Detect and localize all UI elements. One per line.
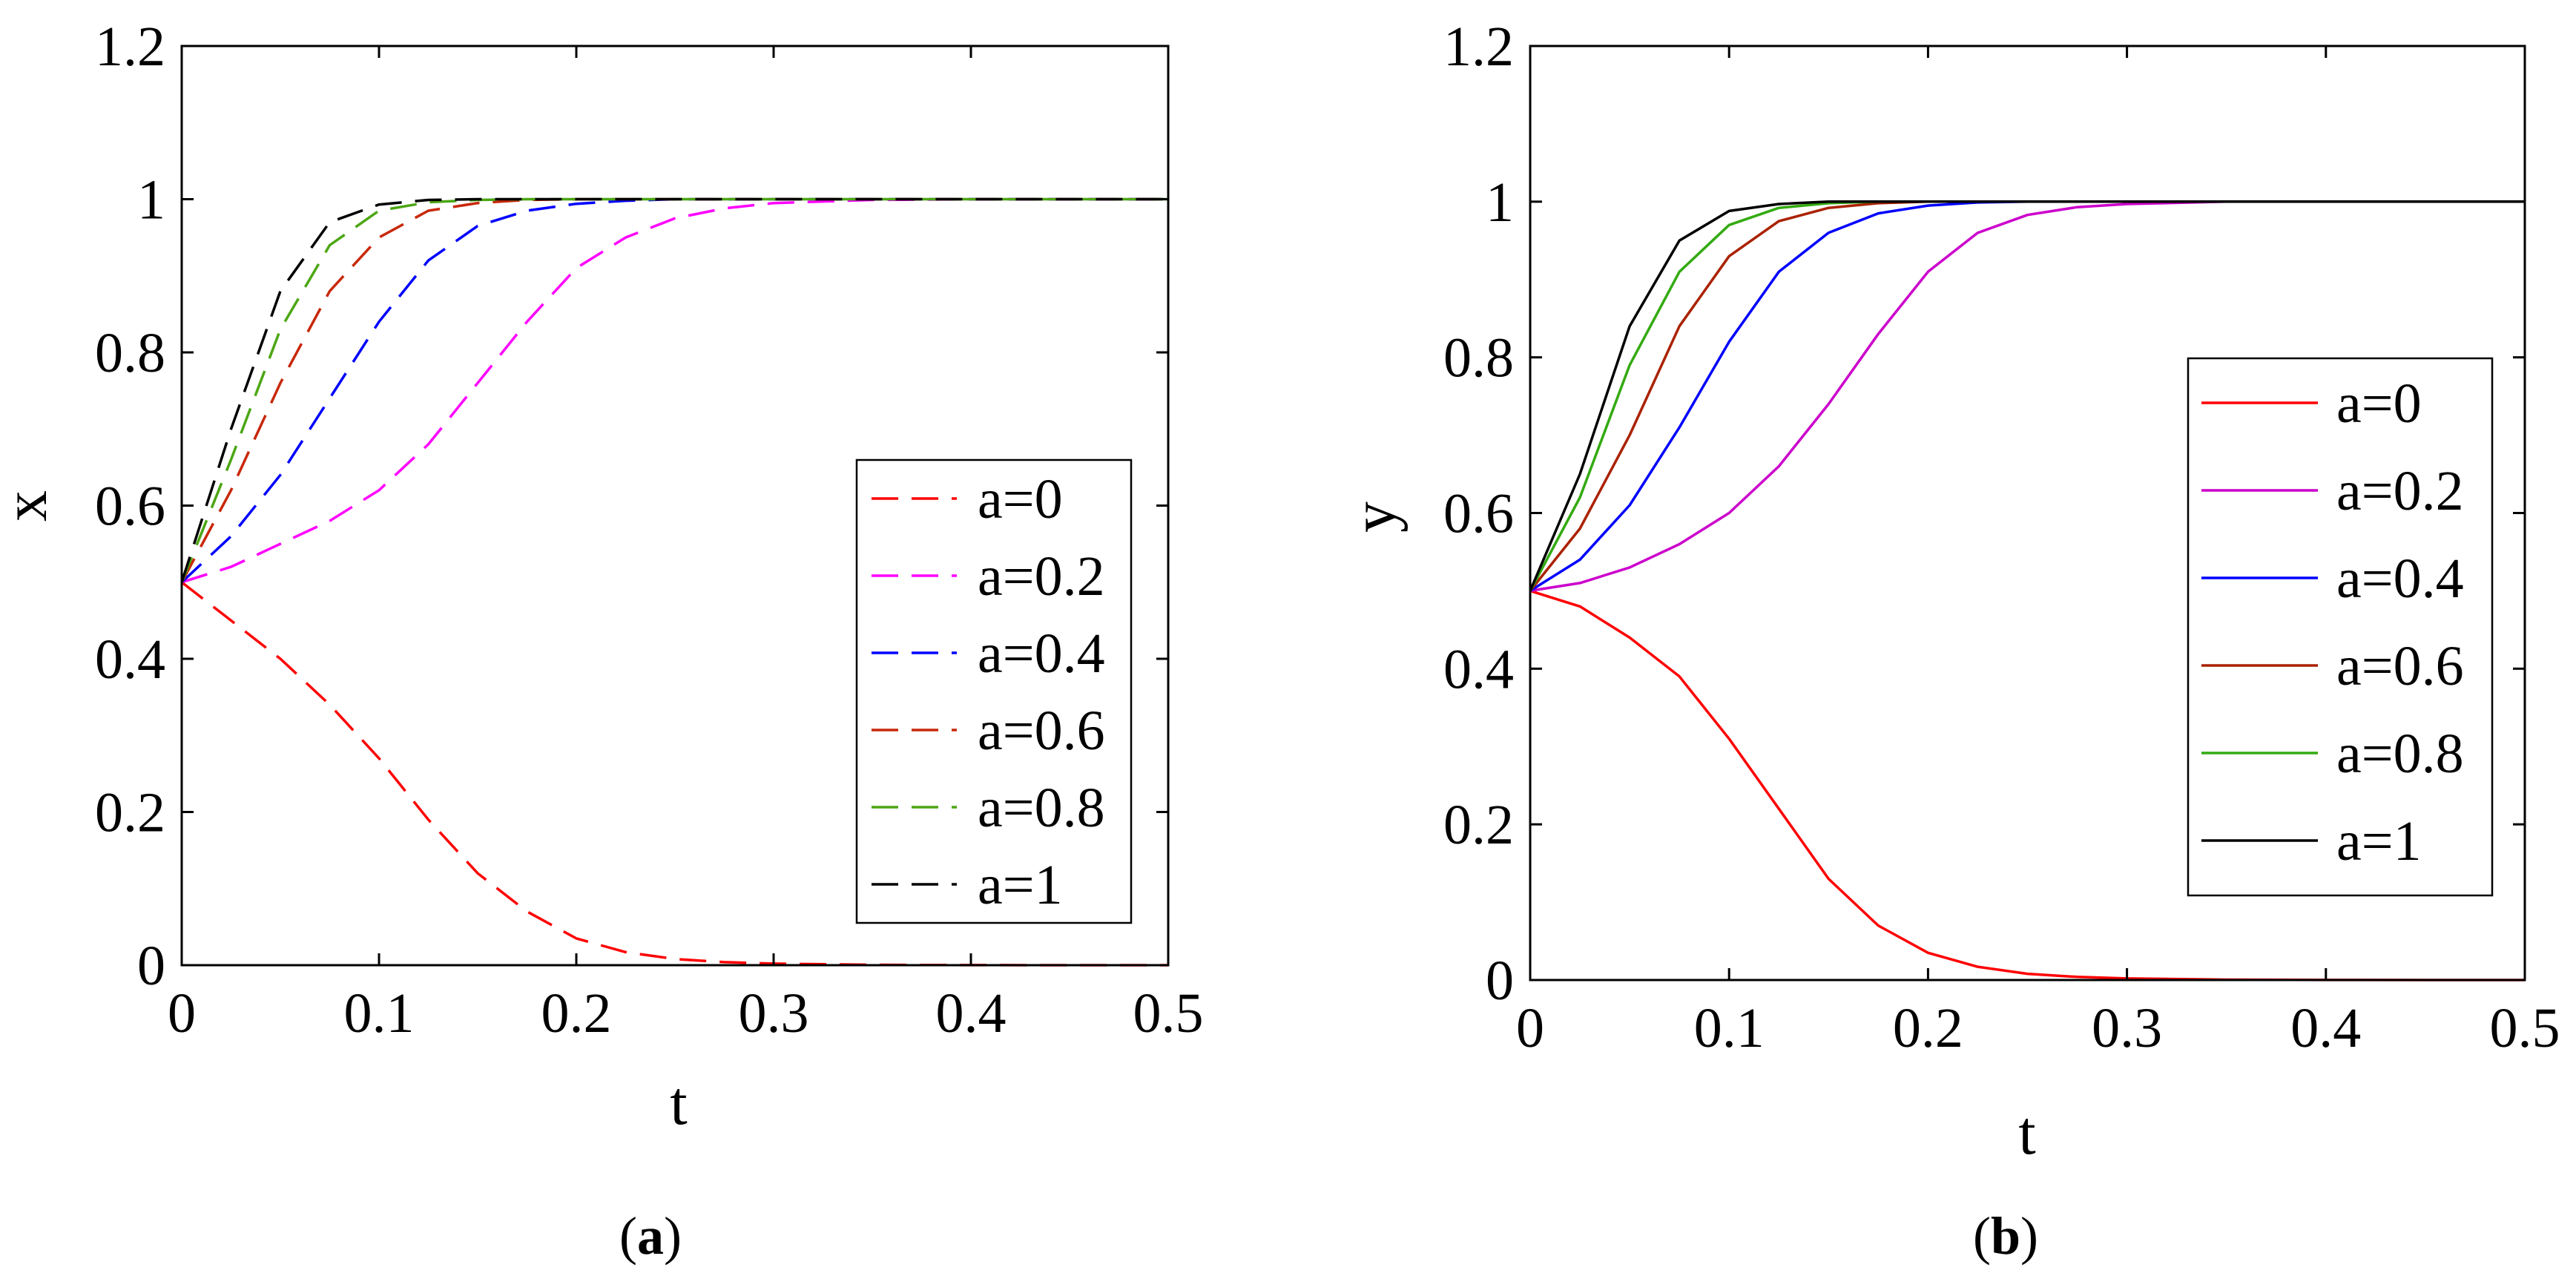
panel-a-caption-letter: a (637, 1206, 664, 1266)
panel-a-legend-label-5: a=1 (978, 854, 1063, 916)
panel-a-y-tick-label: 0.4 (95, 628, 165, 691)
panel-a-legend-label-2: a=0.4 (978, 622, 1105, 685)
panel-a-y-tick-label: 0.2 (95, 782, 165, 844)
panel-b-y-tick-label: 1.2 (1443, 16, 1514, 78)
panel-a-y-tick-label: 1 (137, 169, 165, 231)
panel-b-legend-box (2187, 357, 2494, 897)
panel-b-ticks: 0 0.1 0.2 0.3 0.4 0.5 0 0.2 0.4 0.6 0.8 1 1.2 (1443, 16, 2560, 1059)
panel-b-y-tick-label: 0.4 (1443, 638, 1514, 700)
panel-b: 0 0.1 0.2 0.3 0.4 0.5 0 0.2 0.4 0.6 0.8 1 1.2 t y a=… (1340, 16, 2560, 1266)
panel-a-x-tick-label: 0.2 (541, 982, 612, 1045)
panel-a-x-tick-label: 0.4 (936, 982, 1007, 1045)
panel-b-series-line-5 (1529, 200, 2525, 592)
panel-b-legend-label-2: a=0.4 (2336, 548, 2464, 610)
panel-b-y-tick-label: 1 (1486, 171, 1514, 234)
panel-b-series-group (1529, 200, 2525, 982)
panel-a-y-tick-label: 1.2 (95, 16, 165, 78)
panel-a-y-tick-label: 0.8 (95, 322, 165, 384)
panel-b-y-tick-label: 0.8 (1443, 327, 1514, 389)
panel-a-legend-label-1: a=0.2 (978, 545, 1105, 608)
panel-a-y-axis-label: x (0, 490, 60, 522)
panel-b-y-tick-label: 0.2 (1443, 794, 1514, 856)
panel-a-caption: (a) (619, 1206, 682, 1266)
panel-b-x-tick-label: 0 (1516, 997, 1544, 1059)
panel-a-x-tick-label: 0 (168, 982, 196, 1045)
panel-a-x-axis-label: t (670, 1069, 687, 1138)
panel-b-y-axis-label: y (1340, 502, 1409, 533)
panel-a-x-tick-label: 0.1 (344, 982, 415, 1045)
panel-b-y-tick-label: 0 (1486, 950, 1514, 1012)
panel-b-legend-label-3: a=0.6 (2336, 635, 2464, 697)
panel-b-legend-label-4: a=0.8 (2336, 723, 2464, 785)
panel-b-x-tick-label: 0.2 (1893, 997, 1963, 1059)
panel-b-x-axis-label: t (2018, 1099, 2035, 1168)
panel-a-ticks: 0 0.1 0.2 0.3 0.4 0.5 0 0.2 0.4 0.6 0.8 1 1.2 (95, 16, 1204, 1045)
panel-b-legend-label-5: a=1 (2336, 810, 2422, 872)
panel-a-y-tick-label: 0 (137, 935, 165, 997)
panel-a-legend-label-0: a=0 (978, 468, 1063, 530)
panel-a-legend-label-3: a=0.6 (978, 700, 1105, 762)
panel-b-legend-label-0: a=0 (2336, 372, 2422, 435)
panel-a: 0 0.1 0.2 0.3 0.4 0.5 0 0.2 0.4 0.6 0.8 1 1.2 t x a=… (0, 16, 1204, 1266)
panel-b-x-tick-label: 0.5 (2490, 997, 2560, 1059)
panel-b-x-tick-label: 0.4 (2290, 997, 2361, 1059)
panel-b-caption: (b) (1973, 1206, 2038, 1266)
panel-a-legend-box (855, 458, 1133, 924)
panel-b-y-tick-label: 0.6 (1443, 483, 1514, 545)
panel-b-x-tick-label: 0.3 (2092, 997, 2162, 1059)
panel-a-x-tick-label: 0.5 (1133, 982, 1204, 1045)
panel-a-legend-label-4: a=0.8 (978, 777, 1105, 839)
panel-b-x-tick-label: 0.1 (1694, 997, 1765, 1059)
panel-a-y-tick-label: 0.6 (95, 476, 165, 538)
panel-b-legend-label-1: a=0.2 (2336, 460, 2464, 522)
panel-b-legend: a=0 a=0.2 a=0.4 a=0.6 a=0.8 a=1 (2187, 357, 2494, 897)
panel-a-x-tick-label: 0.3 (739, 982, 809, 1045)
panel-b-caption-letter: b (1991, 1206, 2020, 1266)
panel-a-legend: a=0 a=0.2 a=0.4 a=0.6 a=0.8 a=1 (855, 458, 1133, 924)
panel-a-series-line-5 (180, 197, 1168, 583)
